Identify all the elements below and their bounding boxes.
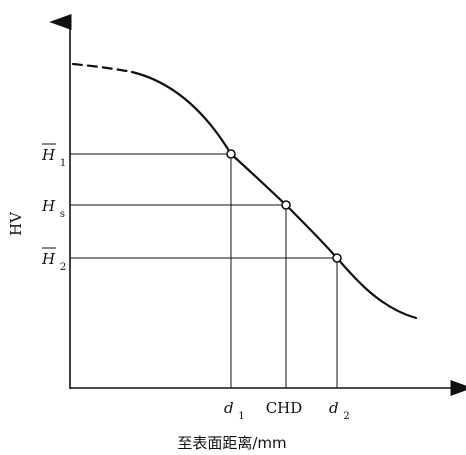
d1-main-label: d (224, 399, 234, 417)
d1-subscript: 1 (238, 411, 244, 422)
chd-label: CHD (266, 399, 303, 417)
x-axis-label: 至表面距离/mm (177, 434, 286, 452)
y-axis-label: HV (7, 211, 25, 236)
h1-label: H 1 (41, 146, 66, 169)
h1-main-label: H (41, 146, 56, 164)
hs-label: H s (41, 197, 65, 220)
h2-label: H 2 (41, 250, 66, 273)
h1-subscript: 1 (60, 158, 66, 169)
h2-main-label: H (41, 250, 56, 268)
d2-main-label: d (329, 399, 339, 417)
h2-subscript: 2 (60, 262, 66, 273)
hs-main-label: H (41, 197, 56, 215)
hardness-curve (130, 70, 418, 320)
d2-label: d 2 (329, 399, 350, 422)
d2-subscript: 2 (343, 411, 349, 422)
d1-label: d 1 (224, 399, 245, 422)
dashed-curve-start (71, 62, 134, 74)
hs-point (281, 200, 291, 210)
hs-subscript: s (60, 209, 65, 220)
h2-point (332, 253, 342, 263)
h1-point (226, 149, 236, 159)
